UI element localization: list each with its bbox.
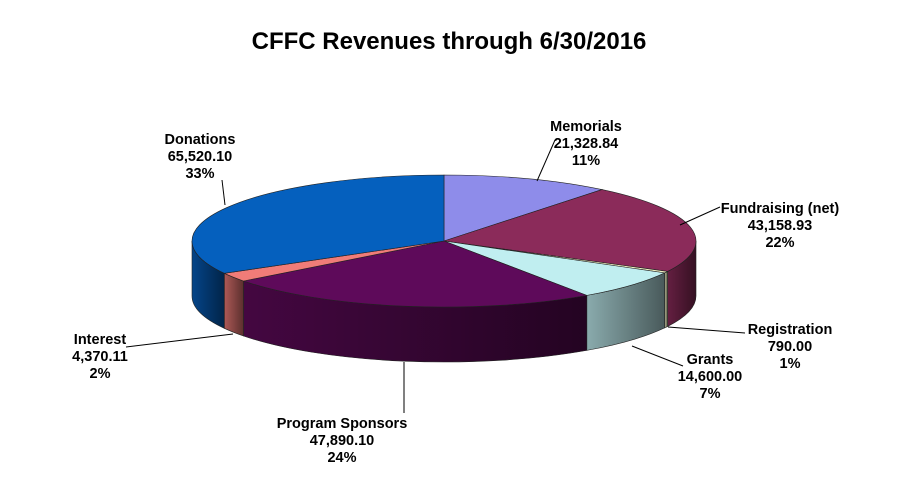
slice-percent-program-sponsors: 24% <box>327 450 356 466</box>
slice-percent-donations: 33% <box>185 166 214 182</box>
chart-title: CFFC Revenues through 6/30/2016 <box>251 28 647 55</box>
slice-memorials <box>443 174 604 242</box>
pie-tops <box>191 174 697 308</box>
slice-label-grants: Grants <box>687 352 734 368</box>
slice-percent-grants: 7% <box>700 386 721 402</box>
leader-line-fundraising-net <box>679 206 721 226</box>
leader-line-memorials <box>536 139 556 182</box>
slice-side-interest <box>224 272 244 337</box>
slice-label-registration: Registration <box>748 322 833 338</box>
slice-side-registration <box>664 270 668 329</box>
slice-percent-interest: 2% <box>90 366 111 382</box>
slice-percent-registration: 1% <box>780 356 801 372</box>
slice-value-donations: 65,520.10 <box>168 149 233 165</box>
slice-label-interest: Interest <box>74 332 127 348</box>
slice-value-grants: 14,600.00 <box>678 369 743 385</box>
slice-value-memorials: 21,328.84 <box>554 136 619 152</box>
slice-donations <box>191 174 445 274</box>
slice-label-donations: Donations <box>165 132 236 148</box>
slice-value-fundraising-net: 43,158.93 <box>748 218 813 234</box>
leader-line-interest <box>125 333 234 348</box>
leader-line-grants <box>631 345 684 367</box>
slice-label-fundraising-net: Fundraising (net) <box>721 201 840 217</box>
pie-sides <box>191 240 697 363</box>
leader-line-registration <box>667 326 746 334</box>
slice-label-program-sponsors: Program Sponsors <box>277 416 408 432</box>
slice-grants <box>443 240 666 296</box>
slice-percent-memorials: 11% <box>572 153 600 169</box>
slice-percent-fundraising-net: 22% <box>765 235 794 251</box>
slice-value-interest: 4,370.11 <box>72 349 128 365</box>
leader-lines <box>125 139 746 413</box>
leader-line-donations <box>221 179 226 206</box>
slice-value-program-sponsors: 47,890.10 <box>310 433 375 449</box>
slice-value-registration: 790.00 <box>768 339 812 355</box>
slice-label-memorials: Memorials <box>550 119 622 135</box>
slice-program-sponsors <box>242 240 588 308</box>
slice-fundraising-net <box>443 189 697 272</box>
